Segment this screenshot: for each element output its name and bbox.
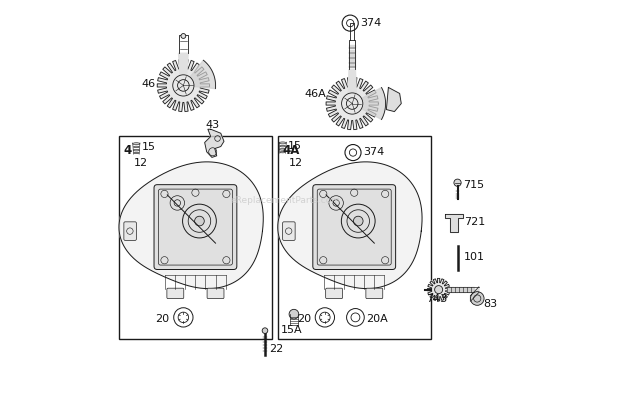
Circle shape: [195, 217, 204, 226]
Circle shape: [289, 310, 299, 319]
Polygon shape: [445, 215, 463, 233]
Polygon shape: [386, 88, 401, 112]
Text: 15A: 15A: [281, 324, 303, 334]
FancyBboxPatch shape: [207, 288, 224, 299]
Polygon shape: [157, 60, 210, 112]
Ellipse shape: [280, 152, 285, 154]
Polygon shape: [350, 55, 355, 59]
Text: 101: 101: [464, 252, 485, 261]
FancyBboxPatch shape: [366, 288, 383, 299]
Polygon shape: [205, 130, 224, 158]
FancyBboxPatch shape: [283, 222, 295, 241]
Polygon shape: [427, 279, 450, 301]
Ellipse shape: [134, 153, 139, 154]
Text: 374: 374: [363, 147, 384, 156]
Bar: [119, 136, 272, 339]
Circle shape: [342, 94, 363, 115]
Circle shape: [471, 292, 484, 306]
Polygon shape: [471, 288, 479, 301]
Text: 721: 721: [464, 217, 485, 226]
Polygon shape: [184, 61, 216, 89]
Text: eReplacementParts.com: eReplacementParts.com: [231, 196, 341, 205]
Polygon shape: [463, 287, 466, 293]
Bar: [278, 136, 431, 339]
Text: 20: 20: [297, 314, 311, 323]
Text: 374: 374: [360, 18, 381, 27]
Circle shape: [353, 217, 363, 226]
Ellipse shape: [133, 147, 139, 148]
Circle shape: [173, 76, 194, 97]
Text: 715: 715: [464, 180, 485, 189]
FancyBboxPatch shape: [154, 185, 237, 270]
Polygon shape: [352, 88, 386, 120]
Polygon shape: [179, 54, 188, 77]
Circle shape: [181, 34, 186, 39]
Text: 15: 15: [288, 141, 302, 150]
Polygon shape: [350, 51, 355, 54]
Text: 15: 15: [141, 142, 156, 151]
Ellipse shape: [280, 146, 285, 148]
Text: 22: 22: [269, 343, 283, 352]
Text: 20A: 20A: [366, 314, 388, 323]
Ellipse shape: [280, 149, 286, 151]
Text: 43: 43: [205, 120, 219, 130]
Ellipse shape: [279, 143, 286, 145]
Polygon shape: [446, 287, 450, 293]
Text: 46: 46: [141, 79, 155, 89]
Polygon shape: [451, 287, 454, 293]
Text: 83: 83: [483, 299, 497, 308]
Polygon shape: [350, 46, 355, 49]
Polygon shape: [459, 287, 462, 293]
Polygon shape: [348, 70, 356, 95]
Polygon shape: [119, 162, 264, 289]
Text: 743: 743: [427, 294, 448, 304]
Text: 20: 20: [155, 314, 169, 323]
Polygon shape: [467, 287, 470, 293]
Text: 12: 12: [289, 158, 303, 167]
Polygon shape: [454, 287, 458, 293]
Polygon shape: [350, 65, 355, 68]
Polygon shape: [350, 60, 355, 63]
FancyBboxPatch shape: [167, 288, 184, 299]
Ellipse shape: [133, 150, 140, 152]
FancyBboxPatch shape: [124, 222, 136, 241]
FancyBboxPatch shape: [326, 288, 343, 299]
Circle shape: [262, 328, 268, 334]
Polygon shape: [326, 78, 378, 130]
Polygon shape: [471, 287, 474, 293]
Polygon shape: [278, 162, 422, 289]
Circle shape: [435, 286, 443, 294]
Text: 4A: 4A: [283, 144, 300, 156]
Ellipse shape: [133, 143, 140, 145]
Text: 4: 4: [124, 144, 132, 156]
Circle shape: [454, 180, 461, 187]
Text: 12: 12: [135, 158, 148, 167]
Text: 46A: 46A: [304, 89, 326, 99]
FancyBboxPatch shape: [313, 185, 396, 270]
